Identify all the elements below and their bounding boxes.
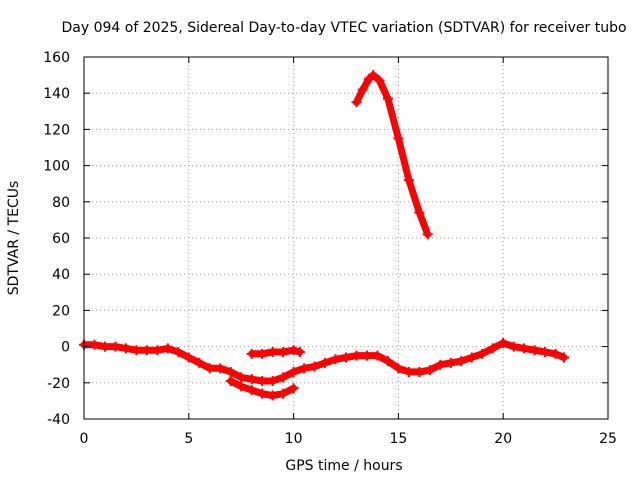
y-tick-label: 60 <box>52 231 70 247</box>
data-point <box>225 366 236 377</box>
data-point <box>309 361 320 372</box>
data-point <box>278 347 289 358</box>
data-point <box>372 350 383 361</box>
data-point <box>445 357 456 368</box>
data-point <box>435 359 446 370</box>
series-layer <box>79 70 569 401</box>
data-point <box>487 343 498 354</box>
y-tick-label: 0 <box>61 340 70 356</box>
data-point <box>529 345 540 356</box>
series-main-trace <box>79 337 569 386</box>
data-point <box>414 366 425 377</box>
data-point <box>341 352 351 363</box>
data-point <box>278 372 289 383</box>
data-point <box>320 357 331 368</box>
data-point <box>456 356 467 367</box>
series-lower-arc <box>225 375 299 401</box>
data-point <box>225 375 236 386</box>
data-point <box>183 352 194 363</box>
data-point <box>246 385 257 396</box>
y-tick-label: 80 <box>52 195 70 211</box>
x-tick-label: 10 <box>285 431 303 447</box>
data-point <box>120 343 131 354</box>
data-point <box>351 350 362 361</box>
data-point <box>414 207 425 218</box>
data-point <box>382 93 393 104</box>
data-point <box>131 345 142 356</box>
y-tick-label: 140 <box>43 86 70 102</box>
data-point <box>267 390 278 401</box>
data-point <box>294 347 305 358</box>
data-point <box>194 357 205 368</box>
data-point <box>498 337 509 348</box>
data-point <box>424 365 435 376</box>
data-point <box>267 347 278 358</box>
data-point <box>382 356 393 367</box>
y-tick-label: 100 <box>43 159 70 175</box>
data-point <box>278 388 289 399</box>
series-line <box>353 71 432 238</box>
data-point <box>257 388 268 399</box>
data-point <box>422 229 433 240</box>
y-tick-label: 120 <box>43 122 70 138</box>
data-point <box>330 354 341 365</box>
data-point <box>152 345 163 356</box>
data-point <box>257 375 268 386</box>
y-tick-label: 160 <box>43 50 70 66</box>
x-tick-label: 20 <box>494 431 512 447</box>
data-point <box>288 345 299 356</box>
x-axis-label: GPS time / hours <box>285 458 402 474</box>
y-tick-label: 20 <box>52 303 70 319</box>
data-point <box>110 341 121 352</box>
data-point <box>357 84 368 95</box>
y-tick-label: 40 <box>52 267 70 283</box>
x-tick-label: 15 <box>389 431 407 447</box>
x-tick-label: 5 <box>184 431 193 447</box>
data-point <box>288 366 299 377</box>
data-point <box>540 347 551 358</box>
data-point <box>403 175 414 186</box>
series-upper-segment <box>246 345 305 359</box>
data-point <box>466 352 477 363</box>
data-point <box>550 348 561 359</box>
data-point <box>403 366 414 377</box>
y-tick-label: -40 <box>47 412 70 428</box>
data-point <box>519 343 530 354</box>
data-point <box>141 345 152 356</box>
data-point <box>508 341 519 352</box>
data-point <box>246 348 257 359</box>
data-point <box>477 348 488 359</box>
data-point <box>204 363 215 374</box>
data-point <box>288 383 299 394</box>
data-point <box>393 363 404 374</box>
data-point <box>361 350 372 361</box>
data-point <box>351 97 362 108</box>
data-point <box>236 372 247 383</box>
data-point <box>89 339 100 350</box>
y-tick-label: -20 <box>47 376 70 392</box>
x-tick-label: 25 <box>599 431 617 447</box>
data-point <box>173 347 184 358</box>
data-point <box>393 133 404 144</box>
x-tick-label: 0 <box>80 431 89 447</box>
data-point <box>374 75 385 86</box>
data-point <box>162 343 173 354</box>
data-point <box>368 70 379 81</box>
data-point <box>299 363 310 374</box>
data-point <box>236 381 247 392</box>
ticks: 0 5 10 15 20 25 -40 -20 0 20 40 60 80 100 120 140 160 <box>43 50 617 447</box>
data-point <box>257 348 268 359</box>
data-point <box>267 375 278 386</box>
data-point <box>246 374 257 385</box>
y-axis-label: SDTVAR / TECUs <box>6 181 22 296</box>
series-peak-arc <box>351 70 433 240</box>
chart-title: Day 094 of 2025, Sidereal Day-to-day VTE… <box>61 20 626 36</box>
data-point <box>558 352 569 363</box>
data-point <box>215 363 226 374</box>
data-point <box>99 341 110 352</box>
